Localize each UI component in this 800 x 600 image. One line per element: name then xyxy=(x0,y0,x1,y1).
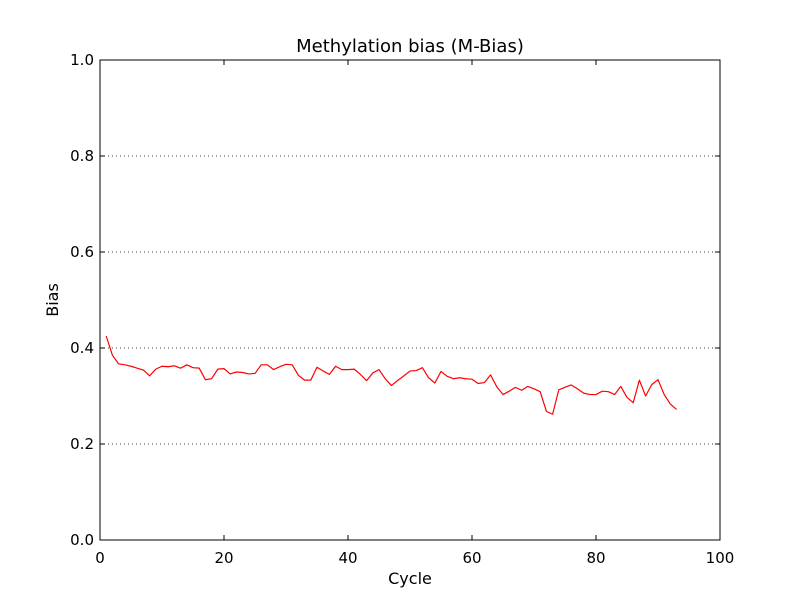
x-tick-label: 40 xyxy=(338,549,357,567)
y-tick-label: 0.6 xyxy=(70,243,94,261)
plot-frame xyxy=(99,59,721,541)
series-group xyxy=(105,335,677,415)
y-tick-label: 0.4 xyxy=(70,339,94,357)
y-tick-label: 0.0 xyxy=(70,531,94,549)
x-axis-label: Cycle xyxy=(388,569,432,588)
x-tick-label: 20 xyxy=(214,549,233,567)
y-tick-label: 1.0 xyxy=(70,51,94,69)
x-tick-label: 60 xyxy=(462,549,481,567)
y-gridlines xyxy=(100,155,720,445)
x-tick-label: 100 xyxy=(706,549,735,567)
y-tick-label: 0.8 xyxy=(70,147,94,165)
x-axis-ticks: 0 20 40 60 80 100 xyxy=(95,60,734,567)
series-line xyxy=(105,335,677,415)
x-tick-label: 80 xyxy=(586,549,605,567)
chart-title: Methylation bias (M-Bias) xyxy=(296,36,524,57)
y-axis-ticks: 0.0 0.2 0.4 0.6 0.8 1.0 xyxy=(70,51,720,549)
y-tick-label: 0.2 xyxy=(70,435,94,453)
y-axis-label: Bias xyxy=(43,283,62,317)
x-tick-label: 0 xyxy=(95,549,105,567)
